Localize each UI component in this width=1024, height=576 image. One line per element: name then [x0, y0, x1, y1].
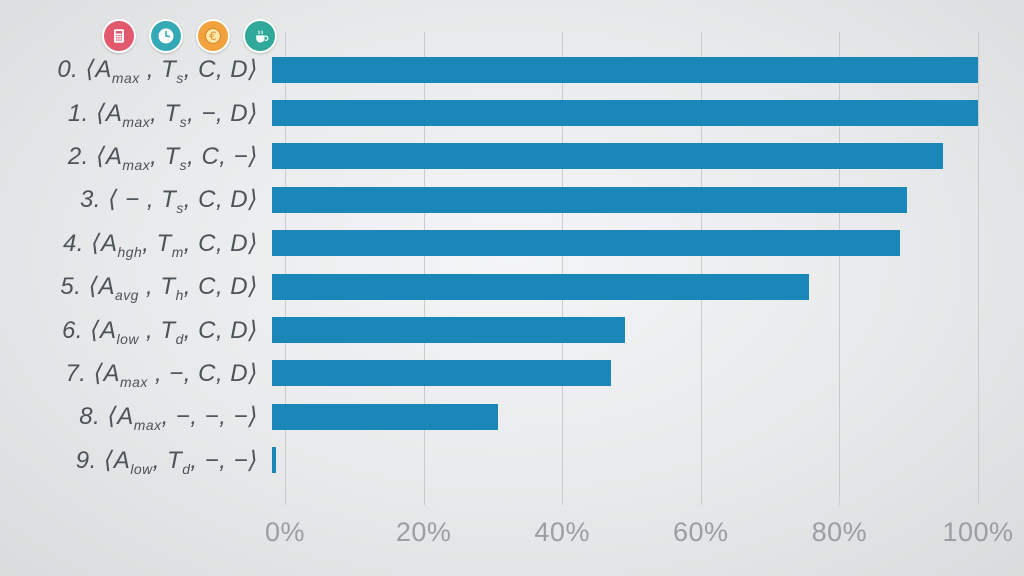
row-label: 8. ⟨Amax, −, −, −⟩ [79, 403, 258, 434]
bar-track [272, 56, 978, 83]
plot-area [285, 32, 979, 505]
chart-row: 6. ⟨Alow , Td, C, D⟩ [0, 308, 978, 351]
gridline [839, 32, 841, 505]
gridline [978, 32, 979, 505]
svg-text:€: € [209, 30, 216, 43]
gridline [700, 32, 702, 505]
gridline [562, 32, 564, 505]
chart-row: 7. ⟨Amax , −, C, D⟩ [0, 352, 978, 395]
x-tick-label: 80% [811, 517, 868, 547]
chart-row: 2. ⟨Amax, Ts, C, −⟩ [0, 135, 978, 178]
row-label: 2. ⟨Amax, Ts, C, −⟩ [67, 142, 258, 173]
bar-track [272, 100, 978, 127]
x-tick-label: 40% [534, 517, 590, 547]
bar-track [272, 273, 978, 300]
bar [272, 143, 943, 170]
bar [272, 403, 498, 430]
bar-track [272, 360, 978, 387]
chart-row: 9. ⟨Alow, Td, −, −⟩ [0, 439, 978, 482]
bar [272, 230, 901, 257]
chart-row: 0. ⟨Amax , Ts, C, D⟩ [0, 48, 978, 91]
bar-track [272, 403, 978, 430]
row-label: 9. ⟨Alow, Td, −, −⟩ [75, 446, 258, 477]
chart-row: 4. ⟨Ahgh, Tm, C, D⟩ [0, 222, 978, 265]
gridline [285, 32, 286, 505]
bar [272, 100, 978, 127]
chart-rows: 0. ⟨Amax , Ts, C, D⟩ 1. ⟨Amax, Ts, −, D⟩ 2… [0, 48, 978, 482]
gridlines [285, 32, 979, 505]
bar [272, 186, 908, 213]
bar [272, 56, 978, 83]
x-tick-label: 20% [395, 517, 452, 547]
bar-track [272, 186, 978, 213]
bar-track [272, 447, 978, 474]
chart-row: 1. ⟨Amax, Ts, −, D⟩ [0, 91, 978, 134]
row-label: 4. ⟨Ahgh, Tm, C, D⟩ [62, 229, 258, 260]
x-tick-label: 60% [673, 517, 729, 547]
euro-coin-icon: € [196, 19, 230, 53]
legend-icons: € [102, 19, 277, 53]
calculator-icon [102, 19, 136, 53]
bar [272, 447, 276, 474]
row-label: 1. ⟨Amax, Ts, −, D⟩ [67, 99, 258, 130]
row-label: 3. ⟨ − , Ts, C, D⟩ [79, 186, 258, 217]
chart-row: 3. ⟨ − , Ts, C, D⟩ [0, 178, 978, 221]
bar-track [272, 230, 978, 257]
row-label: 5. ⟨Aavg , Th, C, D⟩ [60, 273, 258, 303]
row-label: 7. ⟨Amax , −, C, D⟩ [65, 359, 258, 390]
x-tick-label: 100% [942, 517, 1014, 547]
row-label: 6. ⟨Alow , Td, C, D⟩ [61, 316, 258, 347]
chart-row: 5. ⟨Aavg , Th, C, D⟩ [0, 265, 978, 308]
bar [272, 360, 611, 387]
bar-track [272, 317, 978, 344]
chart-row: 8. ⟨Amax, −, −, −⟩ [0, 395, 978, 438]
row-label: 0. ⟨Amax , Ts, C, D⟩ [57, 56, 258, 86]
x-tick-label: 0% [264, 517, 306, 547]
bar [272, 273, 809, 300]
coffee-icon [243, 19, 277, 53]
x-axis: 0% 20% 40% 60% 80% 100% [265, 517, 1013, 557]
bar-track [272, 143, 978, 170]
gridline [423, 32, 425, 505]
bar [272, 317, 625, 344]
clock-icon [149, 19, 183, 53]
